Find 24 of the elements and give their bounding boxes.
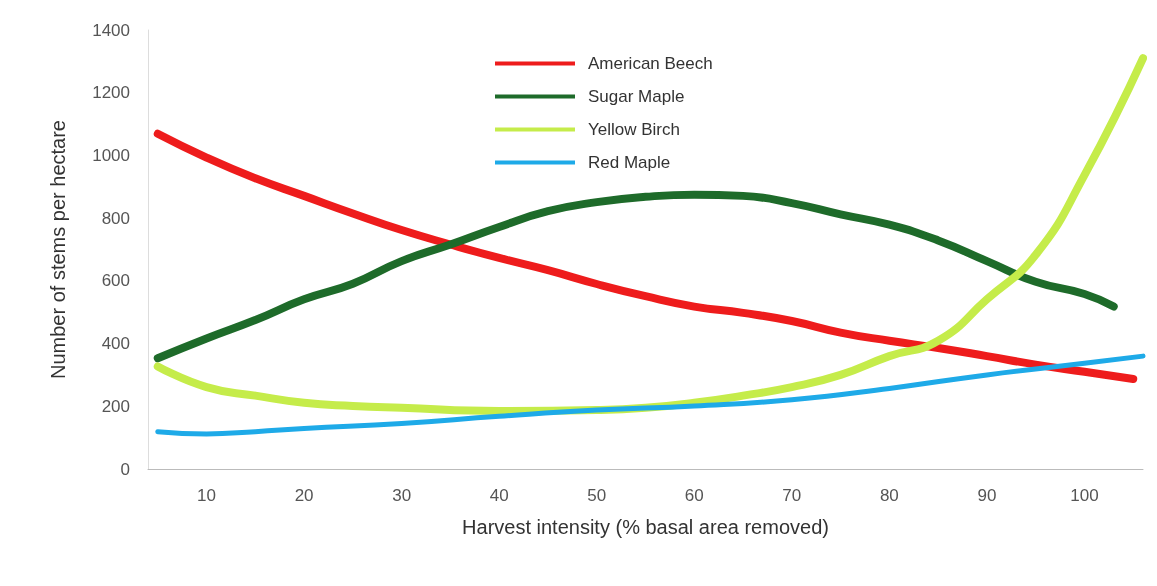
y-tick-label: 200 [101, 396, 130, 416]
x-tick-label: 40 [489, 486, 509, 505]
x-tick-label: 100 [1070, 486, 1099, 505]
y-tick-label: 0 [120, 459, 130, 479]
x-tick-label: 70 [782, 486, 802, 505]
x-tick-label: 20 [294, 486, 314, 505]
x-axis-title: Harvest intensity (% basal area removed) [462, 516, 829, 538]
legend-label: Sugar Maple [588, 87, 685, 106]
x-tick-label: 60 [684, 486, 704, 505]
x-tick-label: 50 [587, 486, 607, 505]
y-tick-label: 600 [101, 271, 130, 291]
y-tick-label: 1000 [92, 145, 130, 165]
x-tick-label: 30 [392, 486, 412, 505]
x-tick-label: 10 [197, 486, 216, 505]
y-tick-label: 1200 [92, 83, 130, 103]
y-tick-label: 400 [101, 334, 130, 354]
y-tick-label: 1400 [92, 20, 130, 40]
y-tick-label: 800 [101, 208, 130, 228]
y-axis-title: Number of stems per hectare [47, 120, 69, 379]
x-tick-label: 80 [879, 486, 899, 505]
x-tick-label: 90 [977, 486, 997, 505]
legend-label: American Beech [588, 54, 713, 73]
legend-label: Yellow Birch [588, 120, 680, 139]
legend-label: Red Maple [588, 153, 671, 172]
